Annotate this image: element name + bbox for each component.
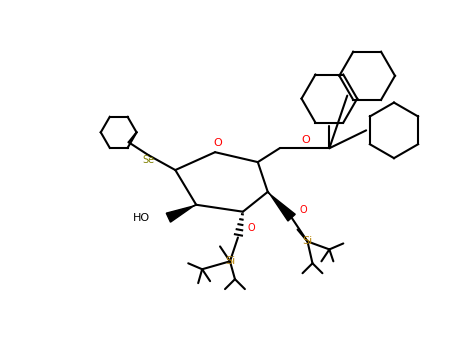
Polygon shape <box>166 204 197 222</box>
Text: Si: Si <box>225 256 235 266</box>
Text: O: O <box>299 205 307 215</box>
Text: Se: Se <box>142 155 155 165</box>
Text: O: O <box>214 138 222 148</box>
Text: HO: HO <box>133 213 151 223</box>
Text: Si: Si <box>303 237 313 246</box>
Text: O: O <box>301 135 310 145</box>
Text: O: O <box>248 223 256 233</box>
Polygon shape <box>268 191 295 221</box>
